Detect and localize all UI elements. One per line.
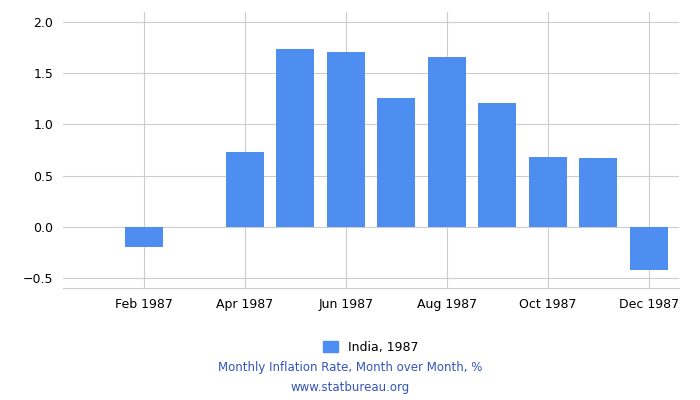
Bar (478, 103, 516, 227)
Bar (377, 98, 415, 227)
Text: www.statbureau.org: www.statbureau.org (290, 382, 410, 394)
Bar (630, 227, 668, 270)
Text: Monthly Inflation Rate, Month over Month, %: Monthly Inflation Rate, Month over Month… (218, 362, 482, 374)
Bar (428, 57, 466, 227)
Bar (580, 158, 617, 227)
Bar (327, 52, 365, 227)
Bar (276, 49, 314, 227)
Bar (125, 227, 162, 247)
Bar (528, 157, 567, 227)
Legend: India, 1987: India, 1987 (318, 336, 424, 359)
Bar (226, 152, 264, 227)
